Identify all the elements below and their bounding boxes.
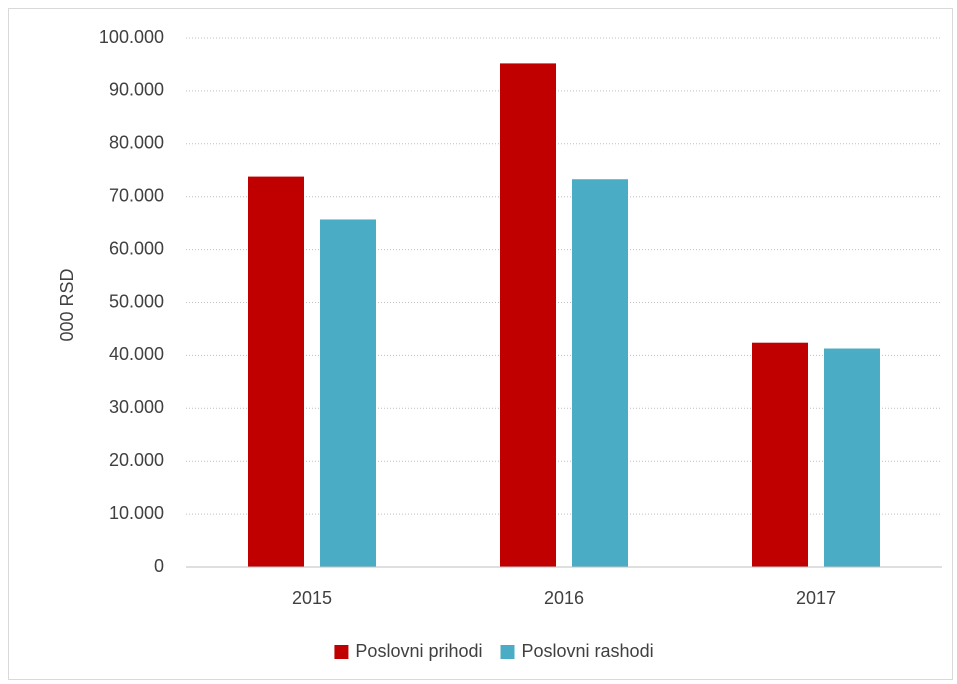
bar <box>500 63 556 567</box>
y-tick-label: 70.000 <box>109 185 164 205</box>
legend-swatch <box>500 645 515 659</box>
legend-label: Poslovni rashodi <box>522 641 654 661</box>
gridlines <box>186 37 942 515</box>
bar <box>752 342 808 567</box>
y-tick-label: 90.000 <box>109 80 164 100</box>
legend-swatch <box>334 645 349 659</box>
x-tick-label: 2016 <box>544 588 584 608</box>
y-tick-label: 100.000 <box>99 27 164 47</box>
bars <box>248 63 880 568</box>
y-tick-label: 20.000 <box>109 450 164 470</box>
x-tick-label: 2015 <box>292 588 332 608</box>
y-tick-label: 50.000 <box>109 291 164 311</box>
x-axis: 2015 2016 2017 <box>186 566 942 608</box>
bar <box>572 179 628 568</box>
bar <box>320 219 376 567</box>
y-tick-label: 10.000 <box>109 503 164 523</box>
bar <box>248 176 304 567</box>
y-tick-label: 60.000 <box>109 238 164 258</box>
bar <box>824 348 880 567</box>
y-tick-label: 0 <box>154 556 164 576</box>
y-axis: 0 10.000 20.000 30.000 40.000 50.000 60.000 70.… <box>99 27 164 576</box>
y-tick-label: 40.000 <box>109 344 164 364</box>
y-tick-label: 30.000 <box>109 397 164 417</box>
y-axis-title: 000 RSD <box>57 268 77 341</box>
y-tick-label: 80.000 <box>109 133 164 153</box>
legend: Poslovni prihodi Poslovni rashodi <box>334 641 654 661</box>
x-tick-label: 2017 <box>796 588 836 608</box>
legend-label: Poslovni prihodi <box>355 641 482 661</box>
